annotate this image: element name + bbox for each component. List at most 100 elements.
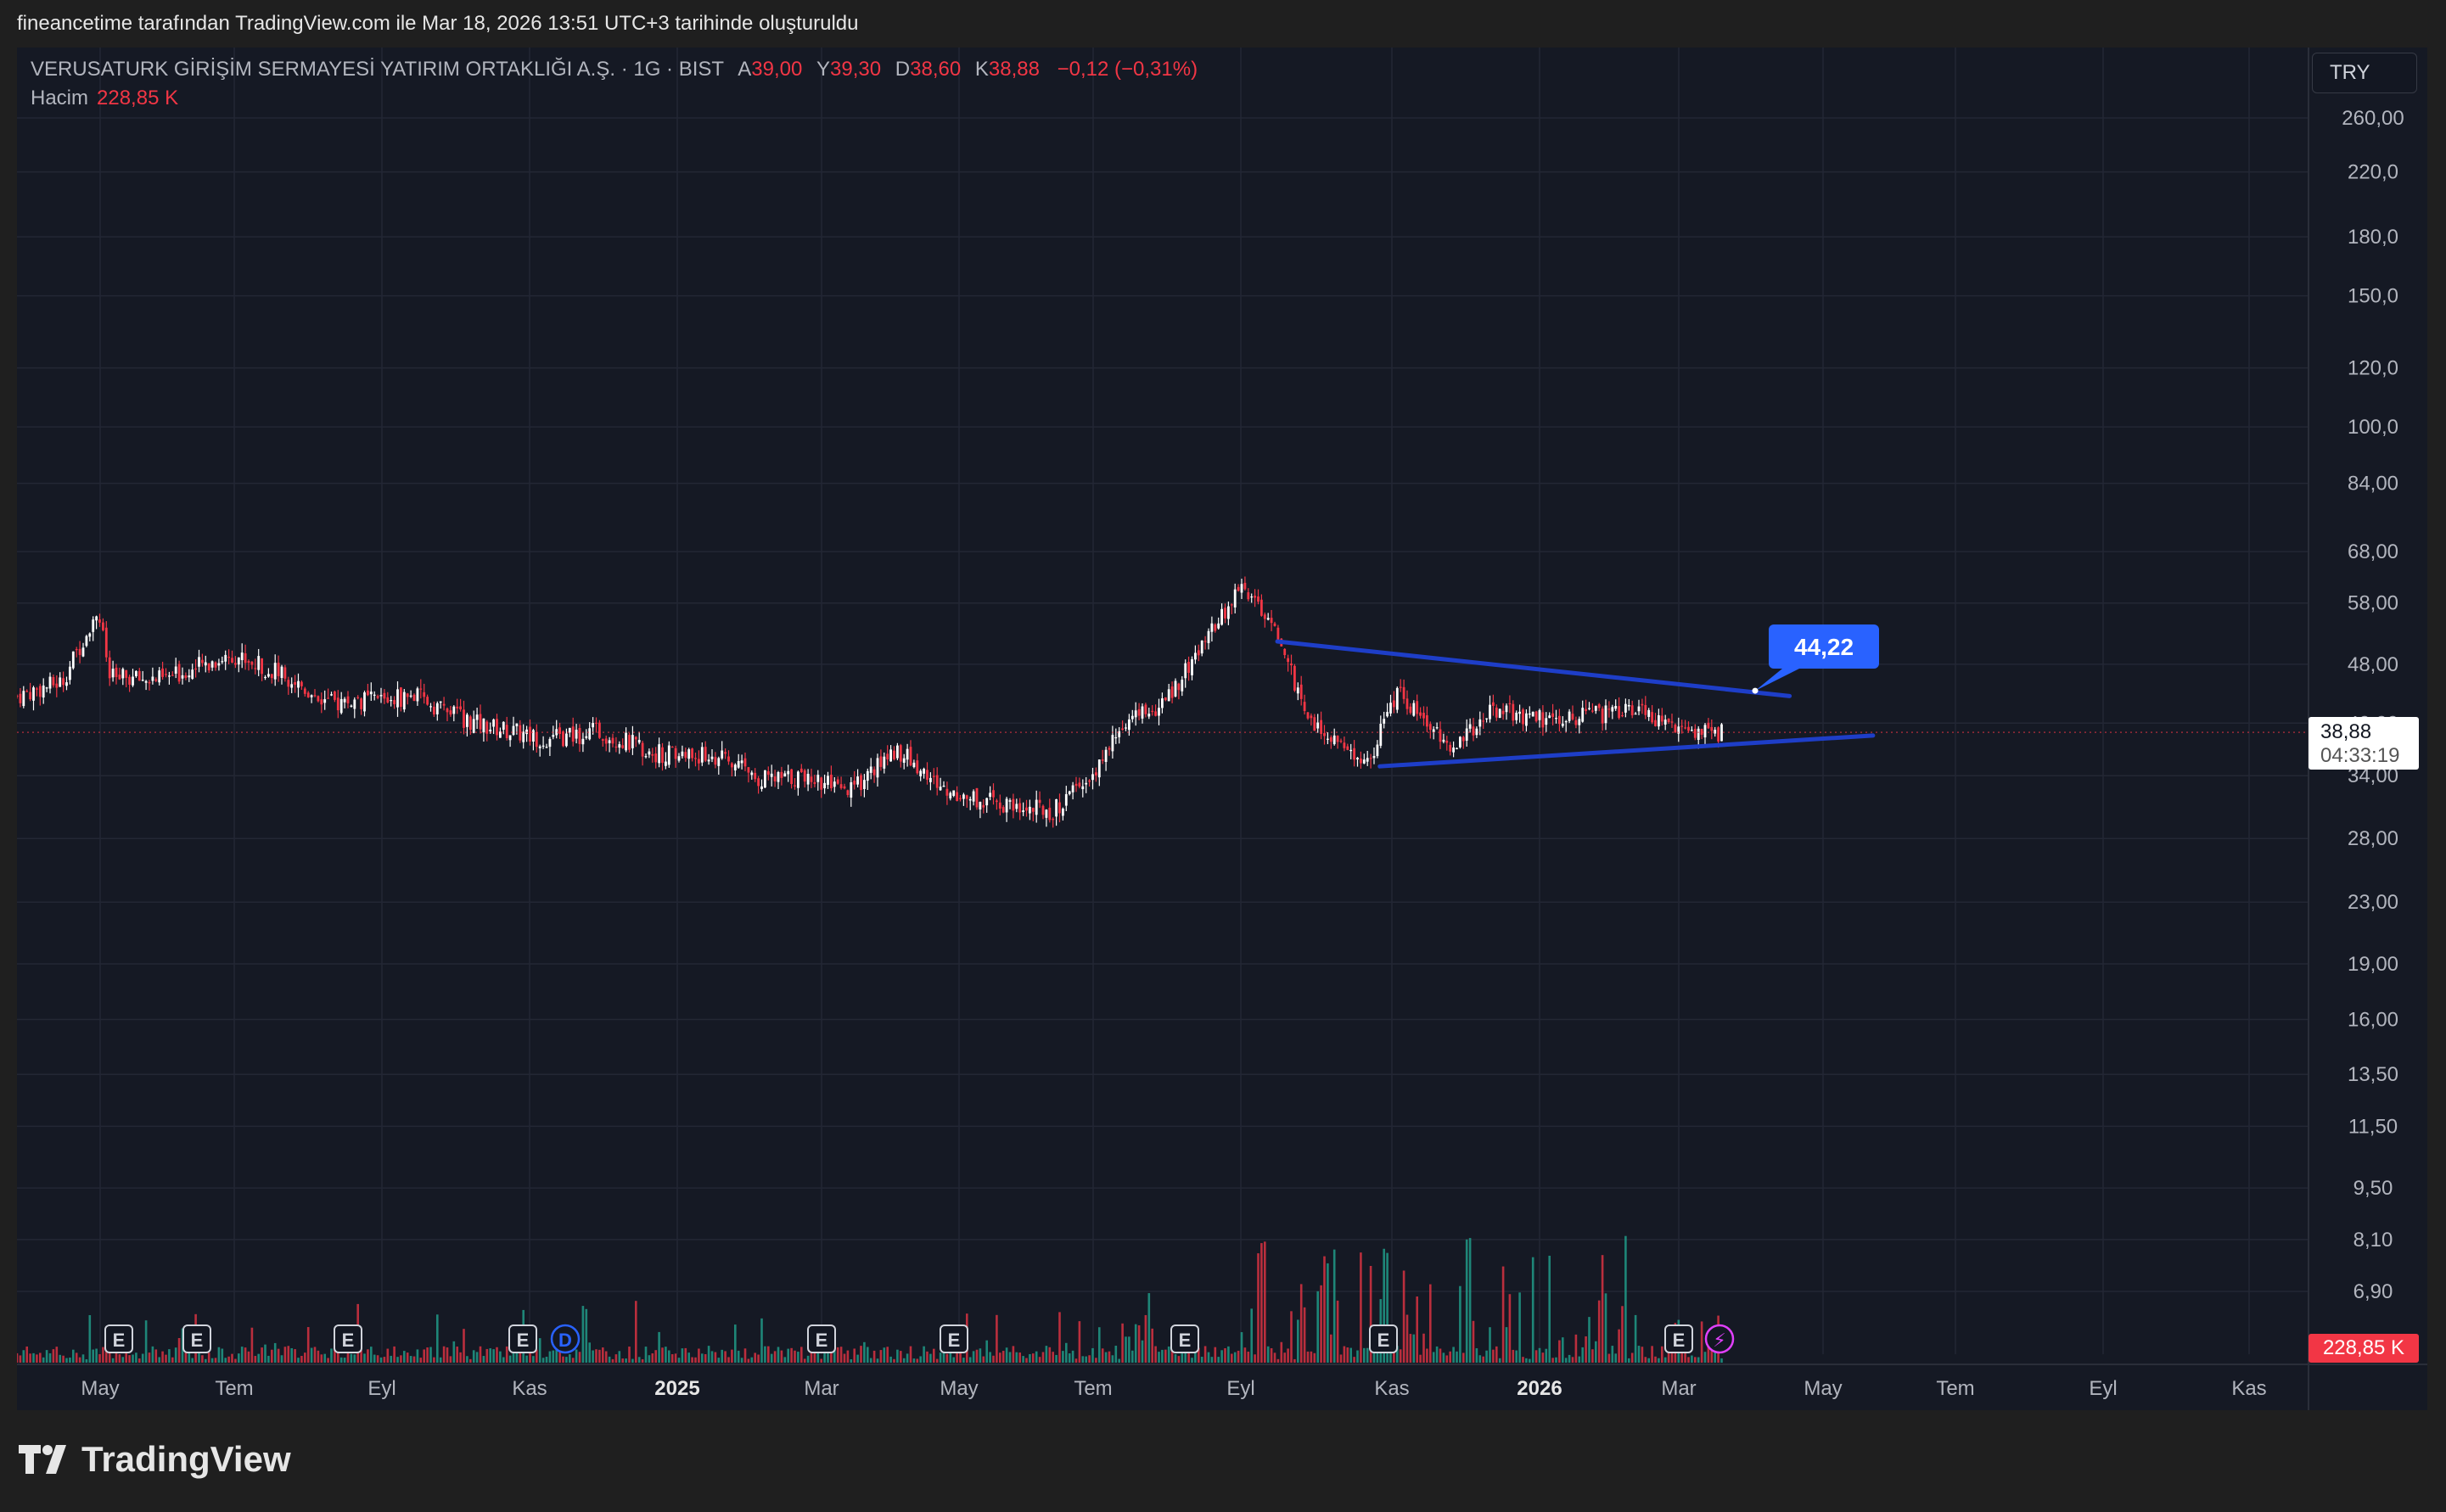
currency-button[interactable]: TRY bbox=[2312, 53, 2417, 93]
price-chart[interactable]: 260,00 220,0 180,0 150,0 120,0 100,0 84,00 68,0… bbox=[17, 48, 2427, 1410]
x-tick-label: May bbox=[1804, 1377, 1842, 1400]
volume-bar bbox=[1323, 1256, 1326, 1363]
volume-bar bbox=[1429, 1284, 1432, 1363]
candle-body bbox=[423, 692, 426, 697]
volume-bar bbox=[92, 1349, 94, 1363]
volume-bar bbox=[1691, 1355, 1693, 1363]
candle-body bbox=[1254, 596, 1256, 598]
candle-body bbox=[1720, 724, 1723, 742]
candle-body bbox=[350, 705, 353, 707]
tradingview-logo[interactable]: TradingView bbox=[19, 1439, 291, 1480]
symbol-name[interactable]: VERUSATURK GİRİŞİM SERMAYESİ YATIRIM ORT… bbox=[31, 58, 724, 81]
candle-body bbox=[538, 746, 541, 748]
volume-bar bbox=[604, 1351, 608, 1363]
candle-body bbox=[1485, 718, 1488, 720]
candle-body bbox=[625, 732, 627, 751]
volume-bar bbox=[926, 1351, 928, 1363]
candle-body bbox=[886, 753, 889, 760]
candle-body bbox=[773, 776, 777, 781]
volume-bar bbox=[238, 1353, 240, 1363]
volume-bar bbox=[426, 1347, 429, 1363]
candle-body bbox=[393, 700, 396, 705]
split-event-marker[interactable]: ⚡ bbox=[1704, 1324, 1735, 1354]
earnings-marker[interactable]: E bbox=[940, 1324, 968, 1353]
candle-body bbox=[634, 736, 637, 740]
volume-bar bbox=[207, 1352, 210, 1363]
volume-bar bbox=[1243, 1347, 1247, 1363]
candle-body bbox=[406, 693, 409, 697]
candle-body bbox=[1475, 728, 1478, 736]
volume-bar bbox=[144, 1320, 148, 1363]
candle-body bbox=[743, 758, 747, 767]
candle-body bbox=[1578, 719, 1581, 725]
candle-body bbox=[710, 756, 714, 759]
volume-bar bbox=[1270, 1347, 1273, 1363]
candle-body bbox=[1310, 715, 1313, 719]
candle-body bbox=[336, 697, 339, 711]
volume-bar bbox=[635, 1301, 637, 1363]
volume-bar bbox=[1456, 1351, 1458, 1363]
volume-bar bbox=[1293, 1358, 1296, 1363]
volume-bar bbox=[982, 1356, 985, 1363]
earnings-marker[interactable]: E bbox=[508, 1324, 537, 1353]
candle-body bbox=[409, 695, 412, 697]
volume-bar bbox=[575, 1349, 578, 1363]
volume-bar bbox=[217, 1347, 221, 1363]
y-tick-label: 19,00 bbox=[2348, 953, 2398, 976]
candle-body bbox=[240, 652, 244, 661]
volume-bar bbox=[452, 1341, 456, 1363]
volume-bar bbox=[790, 1347, 793, 1363]
volume-bar bbox=[968, 1357, 972, 1363]
candle-body bbox=[188, 675, 191, 678]
candle-body bbox=[283, 667, 287, 679]
y-tick-label: 13,50 bbox=[2348, 1063, 2398, 1086]
earnings-marker[interactable]: E bbox=[182, 1324, 211, 1353]
candle-body bbox=[644, 756, 648, 758]
candle-body bbox=[1141, 706, 1144, 719]
volume-bar bbox=[1313, 1352, 1316, 1363]
candle-body bbox=[339, 698, 343, 714]
candle-body bbox=[872, 769, 876, 776]
chart-panel[interactable]: 260,00 220,0 180,0 150,0 120,0 100,0 84,00 68,0… bbox=[17, 48, 2427, 1410]
volume-bar bbox=[585, 1308, 588, 1363]
earnings-marker[interactable]: E bbox=[1170, 1324, 1199, 1353]
candle-body bbox=[707, 759, 710, 762]
candle-body bbox=[996, 800, 998, 803]
candle-body bbox=[893, 750, 895, 759]
volume-bar bbox=[1158, 1352, 1160, 1363]
candle-body bbox=[452, 706, 456, 714]
volume-label[interactable]: Hacim bbox=[31, 87, 89, 109]
volume-bar bbox=[1266, 1346, 1270, 1363]
volume-bar bbox=[1038, 1357, 1041, 1363]
candle-body bbox=[1409, 706, 1412, 714]
candle-body bbox=[287, 680, 290, 687]
candle-body bbox=[598, 722, 601, 738]
volume-bar bbox=[343, 1358, 346, 1363]
candle-body bbox=[1214, 624, 1217, 631]
candle-body bbox=[369, 692, 373, 695]
earnings-marker[interactable]: E bbox=[104, 1324, 133, 1353]
candle-body bbox=[1372, 755, 1376, 759]
volume-bar bbox=[1276, 1358, 1280, 1363]
candle-body bbox=[621, 745, 625, 748]
volume-bar bbox=[836, 1347, 839, 1363]
event-badge-label: E bbox=[517, 1330, 530, 1351]
earnings-marker[interactable]: E bbox=[1664, 1324, 1693, 1353]
volume-bar bbox=[505, 1346, 508, 1363]
candle-body bbox=[135, 670, 137, 676]
dividend-marker[interactable]: D bbox=[550, 1324, 581, 1354]
candle-body bbox=[1416, 701, 1419, 714]
candle-body bbox=[396, 689, 399, 708]
volume-bar bbox=[95, 1348, 98, 1363]
volume-bar bbox=[1018, 1352, 1021, 1363]
volume-bar bbox=[1167, 1346, 1170, 1363]
earnings-marker[interactable]: E bbox=[334, 1324, 362, 1353]
volume-bar bbox=[280, 1355, 283, 1363]
volume-bar bbox=[670, 1354, 674, 1363]
earnings-marker[interactable]: E bbox=[807, 1324, 836, 1353]
candle-body bbox=[1071, 785, 1074, 792]
earnings-marker[interactable]: E bbox=[1369, 1324, 1398, 1353]
candle-body bbox=[959, 798, 962, 799]
candle-body bbox=[1684, 727, 1686, 729]
volume-bar bbox=[48, 1352, 52, 1363]
